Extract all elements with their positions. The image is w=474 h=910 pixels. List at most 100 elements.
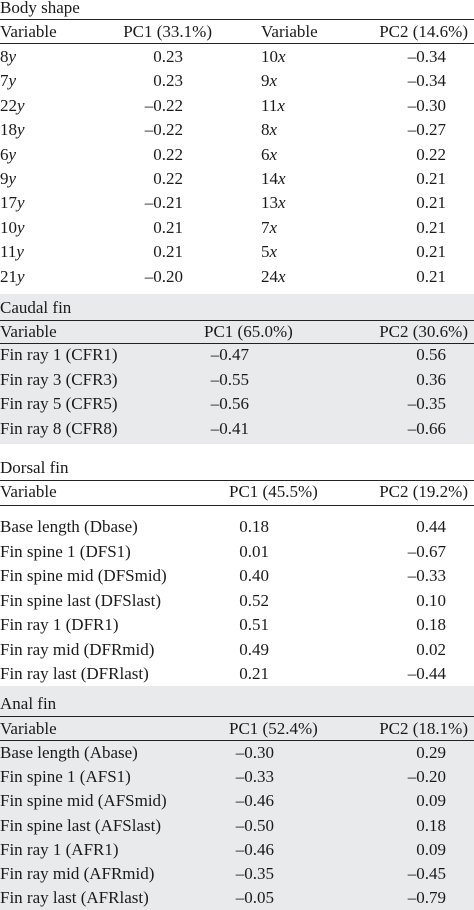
header-pc2: PC2 (30.6%) xyxy=(379,322,468,341)
variable-number: 11 xyxy=(261,95,278,115)
variable-cell: Fin spine 1 (DFS1) xyxy=(0,541,131,561)
pc1-value: 0.51 xyxy=(239,615,269,634)
variable-number: 6 xyxy=(0,144,9,164)
divider xyxy=(0,19,474,20)
pc2-value: 0.21 xyxy=(416,217,446,237)
variable-axis: x xyxy=(269,217,278,237)
variable-number: 22 xyxy=(0,95,17,115)
pc2-value: –0.27 xyxy=(407,120,446,140)
divider xyxy=(0,43,474,44)
variable-axis: y xyxy=(17,266,25,286)
header-pc2: PC2 (18.1%) xyxy=(379,719,468,738)
pc2-value: 0.21 xyxy=(416,193,446,213)
variable-axis: x xyxy=(278,266,286,286)
variable-cell: Fin ray 1 (CFR1) xyxy=(0,345,118,364)
variable-number: 13 xyxy=(261,193,278,213)
pc2-value: 0.56 xyxy=(416,345,446,364)
variable-cell: Fin ray mid (DFRmid) xyxy=(0,639,155,659)
variable-axis: x xyxy=(269,120,278,140)
divider xyxy=(0,716,474,717)
pc1-value: 0.21 xyxy=(153,242,183,262)
variable-axis: y xyxy=(16,242,24,262)
variable-number: 17 xyxy=(0,193,17,213)
pc2-value: –0.35 xyxy=(407,394,446,413)
pc1-value: 0.21 xyxy=(153,217,183,237)
variable-cell: 18y xyxy=(0,120,25,140)
variable-axis: x xyxy=(269,71,278,91)
variable-cell: Fin ray last (AFRlast) xyxy=(0,888,149,908)
pc1-value: 0.18 xyxy=(239,517,269,536)
variable-cell: 10y xyxy=(0,218,25,238)
variable-cell: 11x xyxy=(261,96,285,116)
pc2-value: 0.22 xyxy=(416,144,446,164)
pc1-value: –0.30 xyxy=(235,743,274,762)
pc2-value: –0.45 xyxy=(407,864,446,883)
variable-cell: Fin ray 3 (CFR3) xyxy=(0,369,118,389)
pc2-value: –0.30 xyxy=(407,95,446,115)
variable-number: 6 xyxy=(261,144,270,164)
section-caudal-fin: Caudal fin Variable PC1 (65.0%) PC2 (30.… xyxy=(0,294,474,444)
variable-number: 10 xyxy=(0,217,17,237)
variable-cell: Fin ray last (DFRlast) xyxy=(0,664,149,683)
pc1-value: –0.46 xyxy=(235,839,274,859)
pc2-value: 0.18 xyxy=(416,615,446,634)
header-variable: Variable xyxy=(0,22,57,41)
pc1-value: 0.52 xyxy=(239,590,269,610)
pc1-value: 0.22 xyxy=(153,169,183,188)
variable-cell: 8x xyxy=(261,120,277,140)
variable-cell: Fin ray 5 (CFR5) xyxy=(0,394,118,413)
pc1-value: –0.47 xyxy=(210,345,249,364)
variable-cell: 10x xyxy=(261,47,286,67)
variable-cell: 7x xyxy=(261,218,277,238)
variable-cell: Base length (Abase) xyxy=(0,743,138,762)
pc1-value: –0.20 xyxy=(144,266,183,286)
variable-cell: Fin ray 8 (CFR8) xyxy=(0,418,118,438)
pc2-value: 0.29 xyxy=(416,743,446,762)
variable-cell: 7y xyxy=(0,71,16,91)
header-pc1: PC1 (65.0%) xyxy=(204,322,293,341)
variable-number: 10 xyxy=(261,47,278,66)
pc1-value: –0.21 xyxy=(144,193,183,213)
pc2-value: 0.10 xyxy=(416,590,446,610)
divider xyxy=(0,505,474,506)
variable-cell: Fin ray mid (AFRmid) xyxy=(0,864,155,883)
pc1-value: –0.50 xyxy=(235,815,274,835)
variable-number: 8 xyxy=(261,120,270,140)
variable-number: 7 xyxy=(261,217,270,237)
pc2-value: –0.67 xyxy=(407,541,446,561)
variable-axis: x xyxy=(278,47,286,66)
variable-axis: y xyxy=(8,47,17,66)
section-anal-fin: Anal fin Variable PC1 (52.4%) PC2 (18.1%… xyxy=(0,686,474,910)
variable-cell: 9y xyxy=(0,169,16,189)
variable-axis: x xyxy=(277,95,285,115)
pc1-value: –0.22 xyxy=(144,95,183,115)
variable-axis: y xyxy=(8,144,17,164)
variable-number: 8 xyxy=(0,47,9,66)
section-title: Body shape xyxy=(0,0,80,17)
variable-cell: Fin spine mid (AFSmid) xyxy=(0,791,167,811)
variable-number: 9 xyxy=(0,169,9,188)
header-pc1: PC1 (52.4%) xyxy=(229,719,318,738)
variable-number: 18 xyxy=(0,120,17,140)
pc2-value: 0.36 xyxy=(416,369,446,389)
variable-axis: x xyxy=(269,144,278,164)
pc1-value: –0.22 xyxy=(144,120,183,140)
variable-cell: 24x xyxy=(261,267,286,287)
variable-cell: 5x xyxy=(261,242,277,262)
pc2-value: 0.09 xyxy=(416,839,446,859)
header-pc1: PC1 (45.5%) xyxy=(229,482,318,501)
header-variable-2: Variable xyxy=(261,22,318,41)
pc1-value: 0.23 xyxy=(153,47,183,66)
variable-cell: Fin spine last (AFSlast) xyxy=(0,815,162,835)
header-variable: Variable xyxy=(0,482,57,501)
variable-cell: Fin spine last (DFSlast) xyxy=(0,590,162,610)
pc1-value: –0.05 xyxy=(235,888,274,908)
variable-number: 21 xyxy=(0,266,17,286)
divider xyxy=(0,343,474,344)
pc2-value: –0.44 xyxy=(407,664,446,683)
header-variable: Variable xyxy=(0,322,57,341)
pc2-value: –0.34 xyxy=(407,71,446,91)
variable-axis: y xyxy=(17,120,25,140)
variable-number: 11 xyxy=(0,242,17,262)
variable-cell: 9x xyxy=(261,71,277,91)
